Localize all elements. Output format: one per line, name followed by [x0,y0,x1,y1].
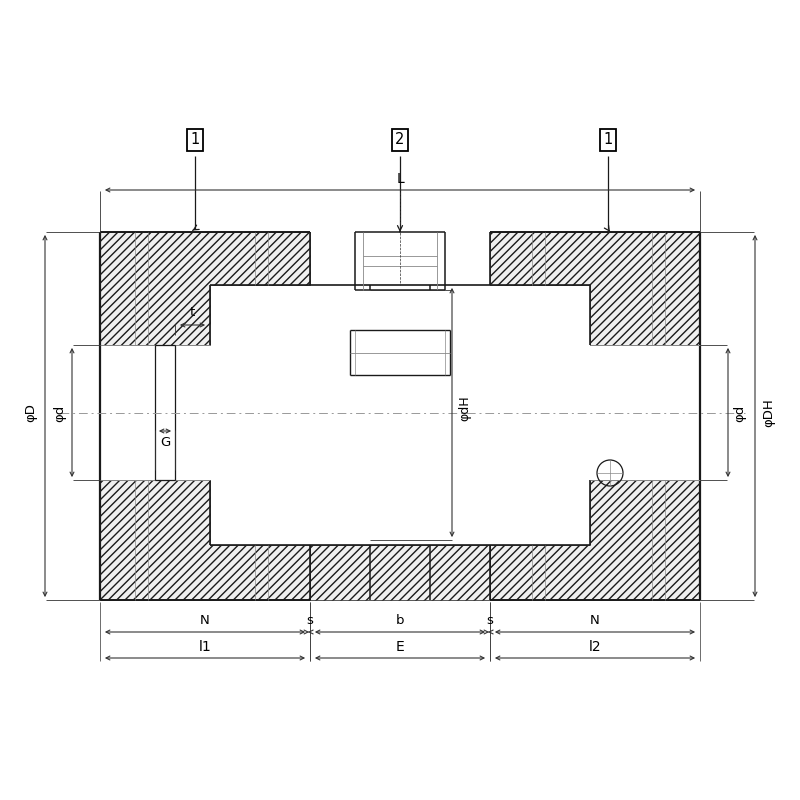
Text: N: N [590,614,600,627]
Polygon shape [100,480,310,600]
Text: G: G [160,437,170,450]
Text: l1: l1 [198,640,211,654]
Text: s: s [486,614,494,627]
Polygon shape [490,480,700,600]
Text: 2: 2 [395,133,405,147]
Text: N: N [200,614,210,627]
Polygon shape [490,232,700,345]
Text: b: b [396,614,404,627]
Text: L: L [396,172,404,186]
Text: t: t [190,306,194,319]
Polygon shape [310,545,490,600]
Text: E: E [396,640,404,654]
Polygon shape [100,232,310,345]
Text: φd: φd [54,404,66,422]
Text: l2: l2 [589,640,602,654]
Text: φd: φd [734,404,746,422]
Text: φD: φD [25,403,38,422]
Text: 1: 1 [603,133,613,147]
Text: s: s [306,614,314,627]
Text: 1: 1 [190,133,200,147]
Text: φdH: φdH [458,395,471,421]
Text: φDH: φDH [762,398,775,427]
